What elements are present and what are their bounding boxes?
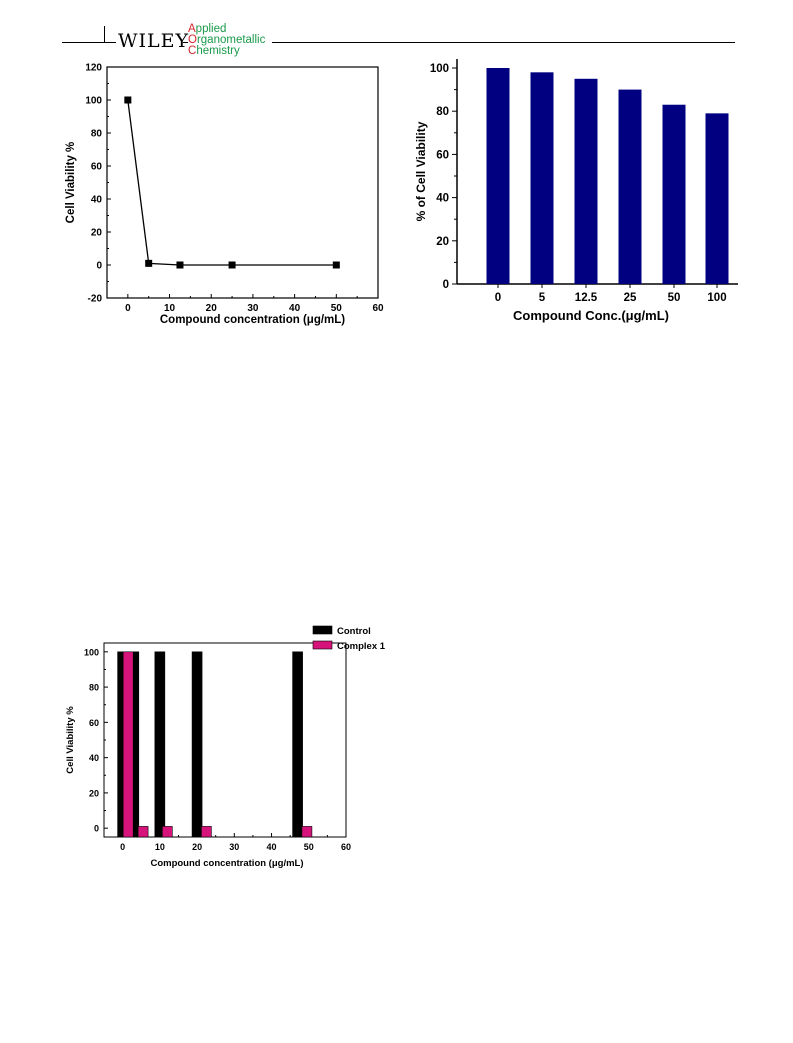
journal-initial: A — [188, 23, 196, 35]
y-tick-label: 20 — [436, 236, 449, 248]
x-tick-label: 20 — [206, 303, 218, 314]
y-axis-label: Cell Viability % — [65, 706, 76, 774]
header-rule — [183, 42, 188, 43]
data-point — [332, 261, 340, 269]
y-axis-label: % of Cell Viability — [414, 121, 428, 221]
x-tick-label: 30 — [247, 303, 259, 314]
x-tick-label: 25 — [624, 292, 637, 304]
y-tick-label: 40 — [436, 193, 449, 205]
bar-control — [191, 651, 203, 838]
x-axis-label: Compound Conc.(μg/mL) — [513, 308, 669, 323]
data-point — [145, 259, 153, 267]
journal-name: Applied Organometallic Chemistry — [188, 23, 266, 57]
legend-label: Complex 1 — [337, 641, 386, 652]
y-tick-label: 80 — [436, 106, 449, 118]
bar-control — [154, 651, 166, 838]
journal-word: rganometallic — [196, 34, 266, 46]
y-tick-label: 60 — [91, 162, 103, 173]
bar-complex — [122, 651, 134, 838]
x-tick-label: 12.5 — [575, 292, 598, 304]
bar — [705, 113, 729, 284]
data-point — [228, 261, 236, 269]
data-point — [176, 261, 184, 269]
y-tick-label: 60 — [89, 718, 99, 728]
journal-initial: O — [188, 34, 197, 46]
bar-control — [292, 651, 303, 838]
y-tick-label: 80 — [91, 129, 103, 140]
journal-word: pplied — [195, 23, 227, 35]
bar — [486, 68, 510, 284]
y-tick-label: 100 — [84, 647, 99, 657]
y-tick-label: 20 — [89, 788, 99, 798]
x-axis-label: Compound concentration (μg/mL) — [160, 314, 345, 326]
bar — [574, 78, 598, 284]
bar-complex — [301, 826, 313, 838]
bar-complex — [137, 826, 149, 838]
publisher-logo: WILEY — [118, 30, 190, 52]
journal-header: WILEY Applied Organometallic Chemistry — [0, 0, 793, 62]
y-tick-label: 100 — [85, 96, 102, 107]
x-tick-label: 40 — [267, 842, 277, 852]
legend-swatch — [312, 625, 333, 635]
header-tick-mark — [104, 26, 105, 42]
bar-complex — [201, 826, 212, 838]
y-tick-label: 40 — [89, 753, 99, 763]
y-tick-label: 0 — [96, 261, 102, 272]
x-tick-label: 5 — [539, 292, 546, 304]
bar — [530, 72, 554, 284]
x-tick-label: 10 — [164, 303, 176, 314]
y-tick-label: 0 — [94, 824, 99, 834]
y-tick-label: 80 — [89, 683, 99, 693]
x-tick-label: 40 — [289, 303, 301, 314]
data-point — [124, 96, 132, 104]
y-tick-label: 60 — [436, 149, 449, 161]
legend-swatch — [312, 640, 333, 650]
header-rule — [272, 42, 735, 43]
bar — [618, 89, 642, 284]
x-tick-label: 30 — [229, 842, 239, 852]
x-tick-label: 10 — [155, 842, 165, 852]
y-tick-label: 0 — [443, 279, 449, 291]
x-tick-label: 20 — [192, 842, 202, 852]
journal-initial: C — [188, 45, 197, 57]
y-tick-label: -20 — [88, 294, 103, 305]
bar-complex — [161, 826, 173, 838]
x-tick-label: 60 — [341, 842, 351, 852]
x-axis-label: Compound concentration (μg/mL) — [150, 858, 303, 869]
y-tick-label: 100 — [430, 63, 449, 75]
x-tick-label: 0 — [120, 842, 125, 852]
y-tick-label: 40 — [91, 195, 103, 206]
x-tick-label: 100 — [707, 292, 726, 304]
y-tick-label: 20 — [91, 228, 103, 239]
legend-label: Control — [337, 626, 371, 637]
y-axis-label: Cell Viability % — [65, 142, 77, 224]
bar — [662, 104, 686, 284]
journal-word: hemistry — [196, 45, 240, 57]
y-tick-label: 120 — [85, 63, 102, 74]
x-tick-label: 0 — [125, 303, 131, 314]
x-tick-label: 50 — [304, 842, 314, 852]
x-tick-label: 0 — [495, 292, 501, 304]
x-tick-label: 50 — [331, 303, 343, 314]
header-rule — [62, 42, 116, 43]
x-tick-label: 50 — [668, 292, 681, 304]
plot-frame — [103, 642, 347, 838]
x-tick-label: 60 — [372, 303, 384, 314]
